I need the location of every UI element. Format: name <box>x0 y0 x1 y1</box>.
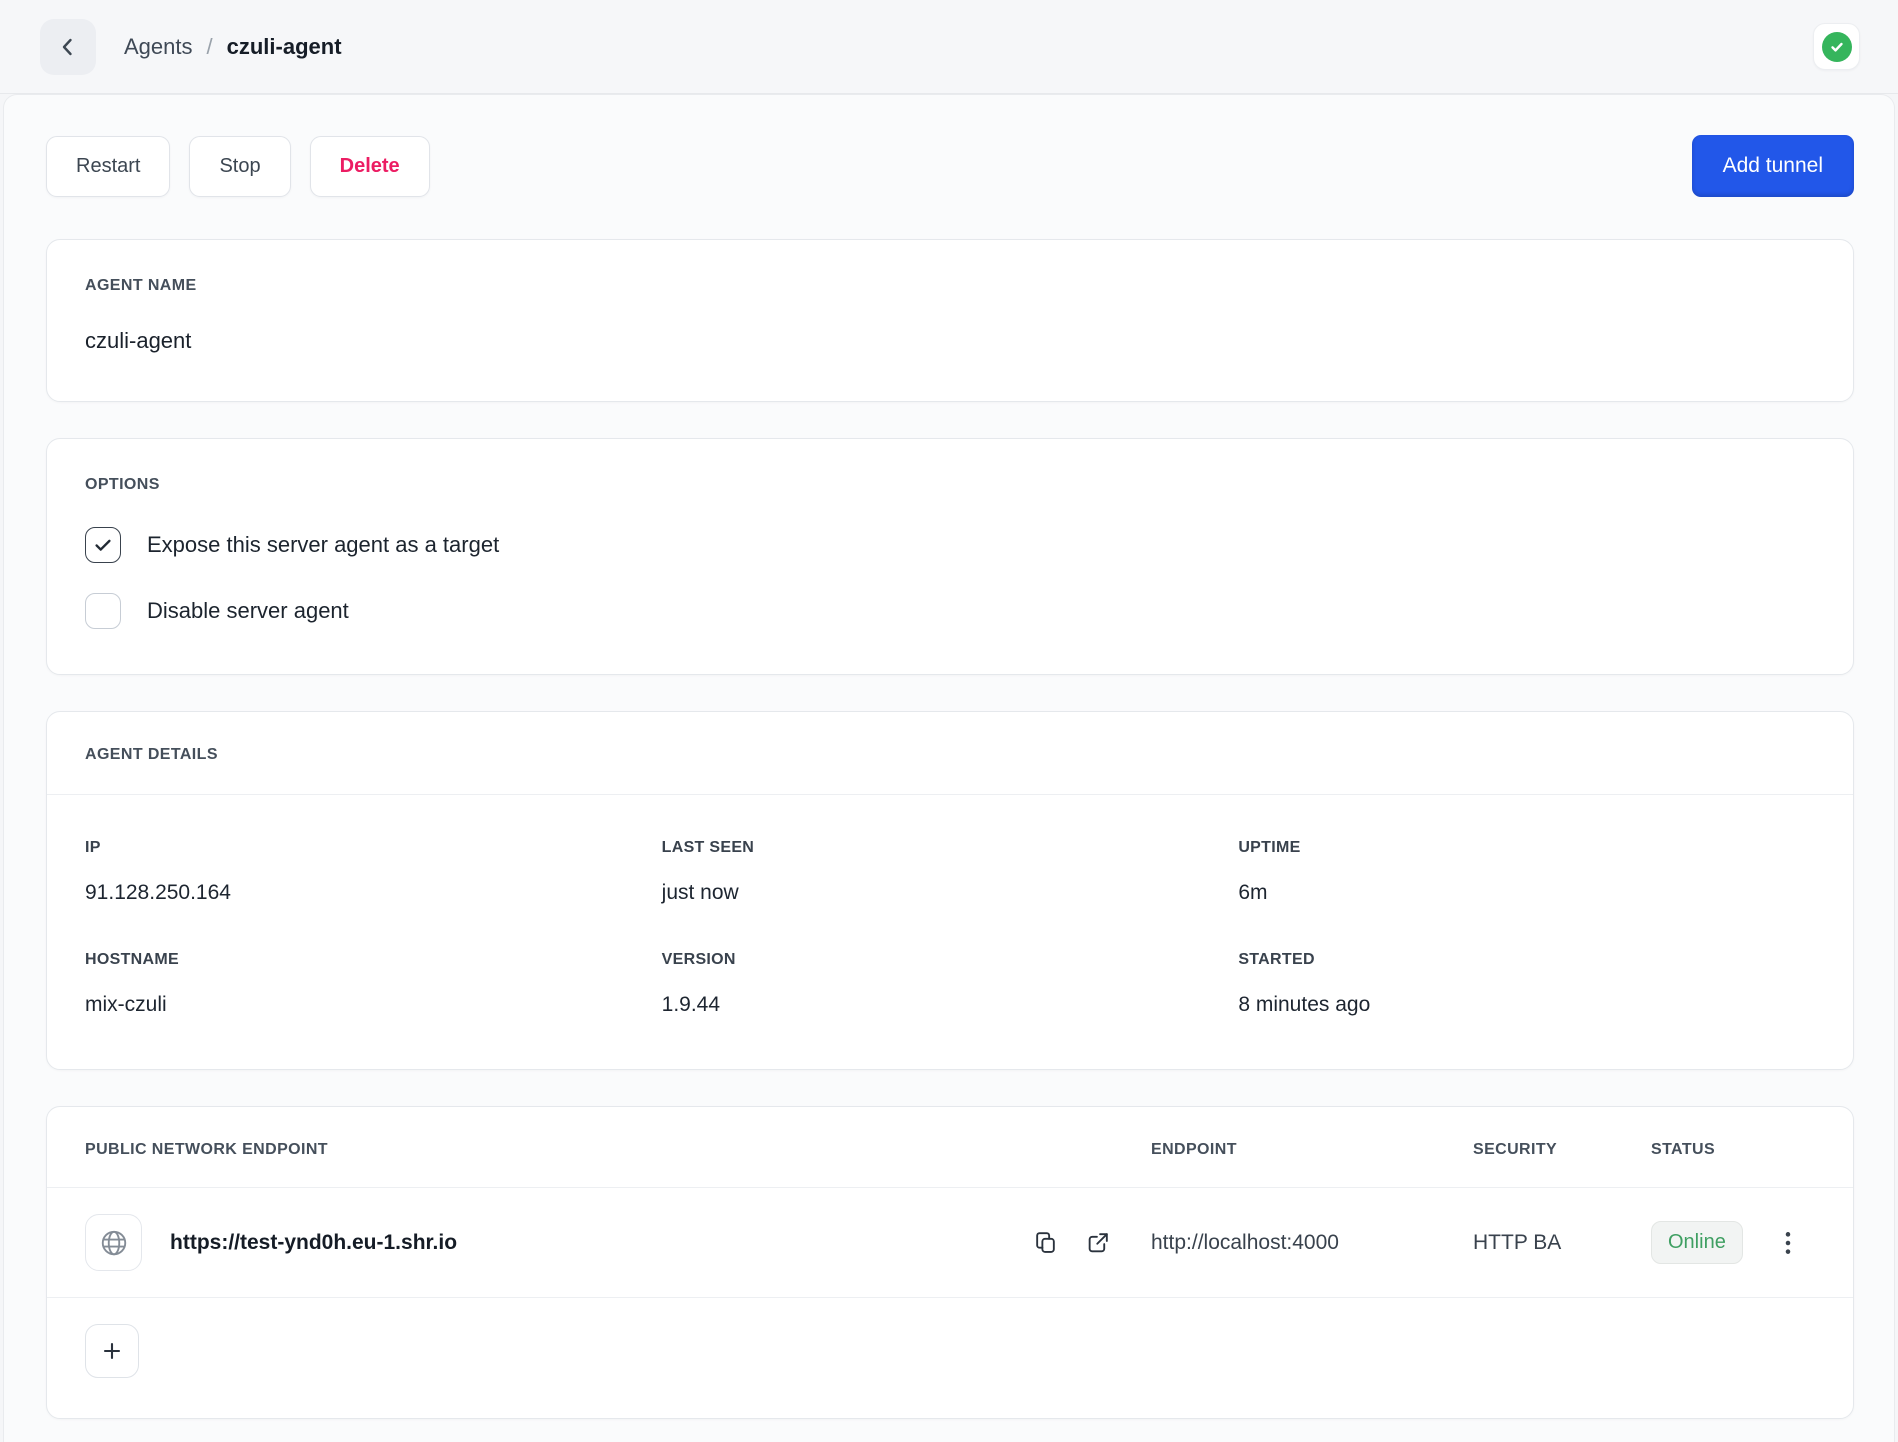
copy-url-button[interactable] <box>1033 1230 1058 1255</box>
restart-button[interactable]: Restart <box>46 135 171 197</box>
agent-details-grid: IP 91.128.250.164 LAST SEEN just now UPT… <box>47 795 1853 1069</box>
delete-button[interactable]: Delete <box>309 135 430 197</box>
app-header: Agents / czuli-agent <box>0 0 1898 94</box>
back-button[interactable] <box>40 18 96 75</box>
breadcrumb-separator: / <box>206 33 213 59</box>
last-seen-label: LAST SEEN <box>661 839 755 856</box>
col-status: STATUS <box>1651 1141 1716 1158</box>
endpoint-public-url[interactable]: https://test-ynd0h.eu-1.shr.io <box>170 1230 458 1254</box>
endpoints-card: PUBLIC NETWORK ENDPOINT ENDPOINT SECURIT… <box>46 1106 1854 1419</box>
uptime-value: 6m <box>1238 881 1268 904</box>
green-check-icon <box>1821 31 1852 62</box>
endpoint-menu-button[interactable] <box>1777 1230 1799 1256</box>
options-label: OPTIONS <box>85 476 160 493</box>
col-endpoint: ENDPOINT <box>1151 1141 1237 1158</box>
open-url-button[interactable] <box>1086 1230 1111 1255</box>
expose-target-checkbox[interactable] <box>85 527 121 563</box>
option-disable-agent: Disable server agent <box>85 593 1815 629</box>
breadcrumb-current-agent: czuli-agent <box>226 33 342 59</box>
plus-icon <box>100 1339 124 1363</box>
external-link-icon <box>1086 1230 1111 1255</box>
detail-version: VERSION 1.9.44 <box>662 951 1239 1017</box>
add-tunnel-button[interactable]: Add tunnel <box>1691 135 1854 197</box>
agent-details-label: AGENT DETAILS <box>85 746 218 763</box>
last-seen-value: just now <box>661 881 739 904</box>
ip-label: IP <box>85 839 101 856</box>
hostname-value: mix-czuli <box>85 993 167 1016</box>
endpoint-local-address: http://localhost:4000 <box>1151 1230 1339 1254</box>
endpoint-table-row: https://test-ynd0h.eu-1.shr.io http://lo… <box>47 1187 1853 1297</box>
agent-name-label: AGENT NAME <box>85 277 197 294</box>
detail-ip: IP 91.128.250.164 <box>85 839 662 905</box>
endpoint-security: HTTP BA <box>1473 1230 1562 1254</box>
connection-status-chip[interactable] <box>1813 23 1860 70</box>
add-endpoint-button[interactable] <box>85 1324 139 1378</box>
detail-hostname: HOSTNAME mix-czuli <box>85 951 662 1017</box>
disable-agent-checkbox[interactable] <box>85 593 121 629</box>
agent-name-value: czuli-agent <box>85 328 192 353</box>
stop-button[interactable]: Stop <box>189 135 291 197</box>
detail-last-seen: LAST SEEN just now <box>662 839 1239 905</box>
option-expose-target: Expose this server agent as a target <box>85 527 1815 563</box>
version-label: VERSION <box>661 951 736 968</box>
detail-started: STARTED 8 minutes ago <box>1238 951 1815 1017</box>
chevron-left-icon <box>56 35 80 59</box>
options-card: OPTIONS Expose this server agent as a ta… <box>46 438 1854 675</box>
disable-agent-label: Disable server agent <box>147 598 349 623</box>
ip-value: 91.128.250.164 <box>85 881 231 904</box>
col-public-network-endpoint: PUBLIC NETWORK ENDPOINT <box>85 1141 328 1158</box>
agent-name-card: AGENT NAME czuli-agent <box>46 239 1854 402</box>
kebab-icon <box>1777 1230 1799 1256</box>
endpoint-name-cell: https://test-ynd0h.eu-1.shr.io <box>85 1214 1151 1271</box>
endpoint-status-cell: Online <box>1651 1221 1815 1264</box>
agent-details-card: AGENT DETAILS IP 91.128.250.164 LAST SEE… <box>46 711 1854 1070</box>
endpoints-footer <box>47 1297 1853 1418</box>
toolbar: Restart Stop Delete Add tunnel <box>46 135 1854 197</box>
expose-target-label: Expose this server agent as a target <box>147 532 500 557</box>
globe-icon <box>85 1214 142 1271</box>
uptime-label: UPTIME <box>1238 839 1301 856</box>
detail-uptime: UPTIME 6m <box>1238 839 1815 905</box>
breadcrumb-agents[interactable]: Agents <box>124 33 193 59</box>
endpoint-row-actions <box>1033 1230 1111 1255</box>
copy-icon <box>1033 1230 1058 1255</box>
status-badge: Online <box>1651 1221 1743 1264</box>
started-label: STARTED <box>1238 951 1315 968</box>
breadcrumb: Agents / czuli-agent <box>124 34 342 60</box>
endpoints-table-header: PUBLIC NETWORK ENDPOINT ENDPOINT SECURIT… <box>47 1107 1853 1187</box>
main-panel: Restart Stop Delete Add tunnel AGENT NAM… <box>3 94 1895 1442</box>
col-security: SECURITY <box>1473 1141 1558 1158</box>
started-value: 8 minutes ago <box>1238 993 1371 1016</box>
hostname-label: HOSTNAME <box>85 951 179 968</box>
version-value: 1.9.44 <box>661 993 721 1016</box>
